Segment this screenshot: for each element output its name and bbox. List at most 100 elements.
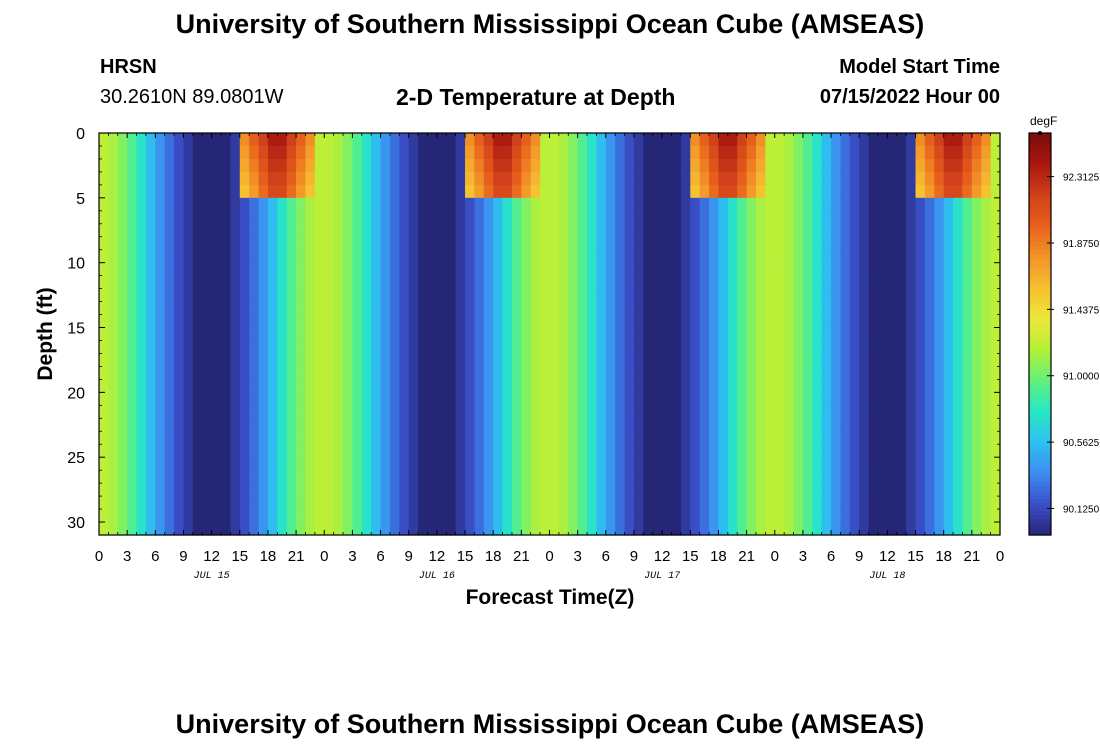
x-tick-label: 12 <box>203 548 220 565</box>
heat-cell <box>249 470 260 484</box>
heat-cell <box>305 158 316 173</box>
heat-cell <box>765 197 776 212</box>
heat-cell <box>765 457 776 471</box>
heat-cell <box>155 431 166 445</box>
heat-cell <box>981 275 992 290</box>
colorbar-step <box>1029 358 1051 363</box>
heat-cell <box>446 483 457 497</box>
heatmap-cells <box>99 133 1001 536</box>
heat-cell <box>934 158 945 173</box>
heat-cell <box>145 470 156 484</box>
colorbar-step <box>1029 382 1051 387</box>
heat-cell <box>446 236 457 251</box>
heat-cell <box>343 418 354 432</box>
heat-cell <box>230 171 241 186</box>
heat-cell <box>981 509 992 523</box>
heat-cell <box>127 223 138 238</box>
heat-cell <box>333 522 344 536</box>
heat-cell <box>239 197 250 212</box>
heat-cell <box>352 327 363 342</box>
heat-cell <box>568 457 579 471</box>
colorbar-step <box>1029 502 1051 508</box>
heat-cell <box>436 262 447 277</box>
heat-cell <box>793 418 804 432</box>
heat-cell <box>887 262 898 277</box>
heat-cell <box>906 223 917 238</box>
heat-cell <box>361 171 372 186</box>
heat-cell <box>746 431 757 445</box>
heat-cell <box>587 210 598 225</box>
heat-cell <box>540 431 551 445</box>
heat-cell <box>305 379 316 393</box>
heat-cell <box>145 431 156 445</box>
heat-cell <box>99 496 109 510</box>
heat-cell <box>136 184 147 199</box>
heat-cell <box>502 301 513 316</box>
heat-cell <box>267 236 278 251</box>
heat-cell <box>821 314 832 329</box>
heat-cell <box>699 275 710 290</box>
heat-cell <box>587 457 598 471</box>
heat-cell <box>605 431 616 445</box>
heat-cell <box>202 457 213 471</box>
heat-cell <box>230 509 241 523</box>
heat-cell <box>436 340 447 355</box>
heat-cell <box>314 379 325 393</box>
heat-cell <box>192 223 203 238</box>
heat-cell <box>258 275 269 290</box>
heat-cell <box>652 133 663 147</box>
heat-cell <box>380 301 391 316</box>
heat-cell <box>643 327 654 342</box>
heat-cell <box>802 133 813 147</box>
heat-cell <box>483 392 494 406</box>
heat-cell <box>474 184 485 199</box>
heat-cell <box>812 353 823 368</box>
heat-cell <box>624 184 635 199</box>
heat-cell <box>596 223 607 238</box>
heat-cell <box>183 483 194 497</box>
heat-cell <box>821 145 832 160</box>
heat-cell <box>117 288 128 303</box>
heat-cell <box>211 470 222 484</box>
heat-cell <box>164 158 175 173</box>
heat-cell <box>652 483 663 497</box>
heat-cell <box>924 366 935 380</box>
heat-cell <box>793 171 804 186</box>
heat-cell <box>709 405 720 419</box>
heat-cell <box>971 392 982 406</box>
heat-cell <box>568 353 579 368</box>
heat-cell <box>737 522 748 536</box>
heat-cell <box>840 301 851 316</box>
heat-cell <box>446 262 457 277</box>
heat-cell <box>389 223 400 238</box>
heat-cell <box>718 314 729 329</box>
colorbar-step <box>1029 217 1051 223</box>
heat-cell <box>202 249 213 264</box>
heat-cell <box>136 457 147 471</box>
heat-cell <box>343 210 354 225</box>
heat-cell <box>371 275 382 290</box>
heat-cell <box>540 418 551 432</box>
heat-cell <box>117 470 128 484</box>
heat-cell <box>896 171 907 186</box>
heat-cell <box>286 366 297 380</box>
heat-cell <box>596 522 607 536</box>
heat-cell <box>521 133 532 147</box>
heat-cell <box>915 288 926 303</box>
heat-cell <box>521 340 532 355</box>
heat-cell <box>793 184 804 199</box>
heat-cell <box>511 431 522 445</box>
heat-cell <box>577 223 588 238</box>
heat-cell <box>924 133 935 147</box>
heat-cell <box>859 509 870 523</box>
heat-cell <box>427 210 438 225</box>
heat-cell <box>887 496 898 510</box>
heat-cell <box>436 275 447 290</box>
heat-cell <box>408 405 419 419</box>
heat-cell <box>662 418 673 432</box>
heat-cell <box>727 145 738 160</box>
heat-cell <box>605 522 616 536</box>
heat-cell <box>915 158 926 173</box>
heat-cell <box>99 262 109 277</box>
heat-cell <box>699 353 710 368</box>
